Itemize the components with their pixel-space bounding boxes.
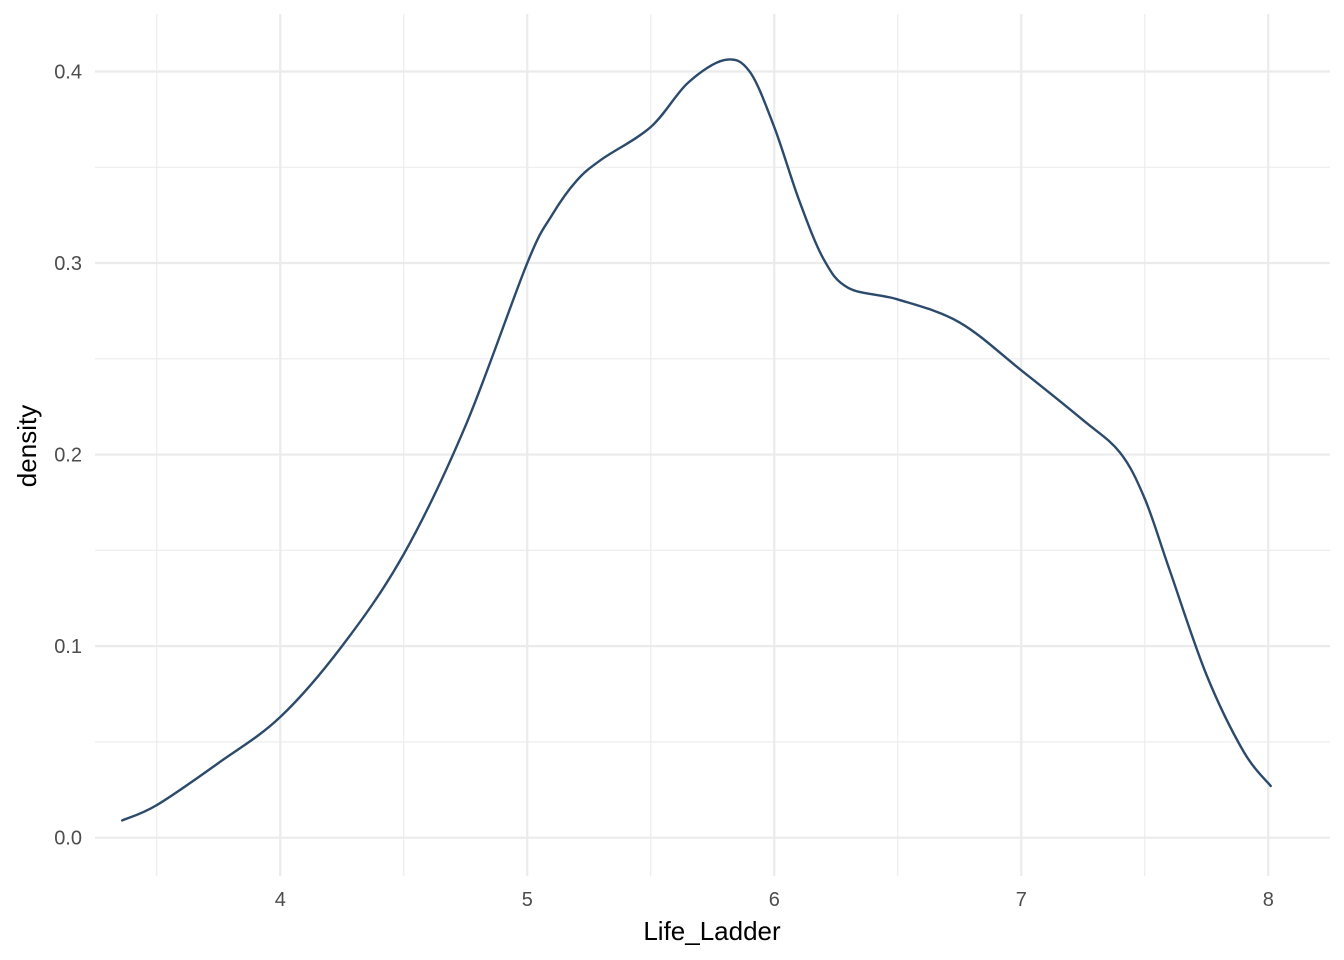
y-tick-label: 0.1 (54, 636, 82, 658)
y-axis-title: density (12, 405, 42, 487)
y-tick-label: 0.2 (54, 445, 82, 467)
major-gridlines (95, 14, 1330, 876)
y-axis-tick-labels: 0.0 0.1 0.2 0.3 0.4 (54, 61, 82, 849)
y-tick-label: 0.3 (54, 253, 82, 275)
minor-gridlines (95, 14, 1330, 876)
x-tick-label: 5 (522, 889, 533, 911)
x-tick-label: 8 (1263, 889, 1274, 911)
x-tick-label: 6 (769, 889, 780, 911)
density-line (120, 58, 1272, 822)
x-tick-label: 7 (1016, 889, 1027, 911)
y-tick-label: 0.4 (54, 61, 82, 83)
y-tick-label: 0.0 (54, 828, 82, 850)
x-tick-label: 4 (275, 889, 286, 911)
x-axis-tick-labels: 4 5 6 7 8 (275, 889, 1274, 911)
x-axis-title: Life_Ladder (643, 916, 781, 946)
